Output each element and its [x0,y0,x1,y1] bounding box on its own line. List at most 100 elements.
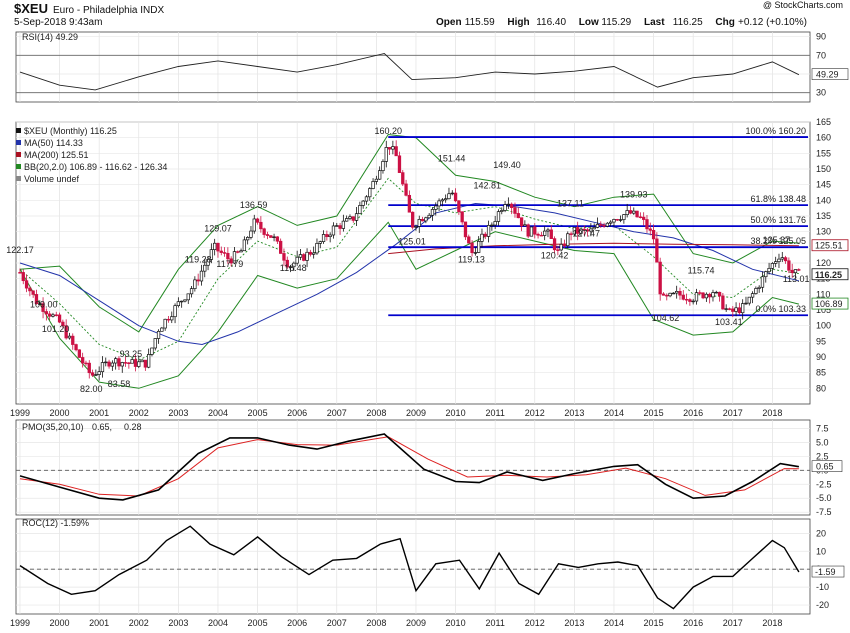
candle-body [770,263,775,269]
candle-body [203,264,207,272]
candle-body [486,224,491,237]
candle-body [391,146,395,150]
x-tick-label: 2002 [129,408,149,418]
candle-body [552,238,557,251]
candle-body [510,203,514,208]
price-right-label-box [811,268,849,281]
candle-body [189,288,194,295]
candle-body [750,293,755,298]
candle-body [61,321,65,327]
candle-body [150,347,154,355]
candle-body [500,210,504,212]
y-tick-label: 2.5 [816,451,829,461]
fib-level-label: 0.0% 103.33 [755,304,806,314]
candle-body [688,299,692,302]
x-tick-label: 2011 [485,408,504,418]
candle-body [176,301,181,307]
candle-body [701,292,705,299]
ma200-legend-swatch [16,152,21,157]
pmo-legend-label: PMO(35,20,10) [22,422,84,432]
candle-body [741,303,745,314]
price-annotation: 109.00 [30,299,58,309]
y-tick-label: -5.0 [816,493,832,503]
candle-body [321,234,326,242]
x-tick-label: 2004 [208,408,228,418]
candle-body [21,272,25,282]
x-tick-label: 2009 [406,408,426,418]
candle-body [328,234,332,238]
candle-body [453,192,458,202]
candle-body [196,279,200,282]
x-tick-label: 2013 [564,618,584,628]
quote-value: 115.29 [601,17,631,28]
candle-body [523,224,527,227]
fib-level-label: 38.2% 125.05 [750,236,806,246]
x-tick-label: 2010 [446,618,466,628]
candle-body [582,228,586,231]
candle-body [717,291,722,297]
candle-body [734,307,738,312]
y-tick-label: 130 [816,227,831,237]
candle-body [24,280,29,289]
candle-body [691,300,695,303]
rsi-last-value-box [811,68,849,80]
candle-body [529,226,534,237]
candle-body [539,234,544,237]
candle-body [216,242,220,252]
price-legend: $XEU (Monthly) 116.25 MA(50) 114.33 MA(2… [16,126,167,184]
price-annotation: 115.74 [688,265,715,275]
candle-body [186,293,190,301]
price-right-label: 116.25 [815,270,842,280]
candle-body [609,221,613,224]
pmo-last-value-box [811,460,843,472]
candle-body [90,372,95,376]
x-axis-bottom: 1999 2000 2001 2002 2003 2004 2005 2006 2007 2008… [10,618,782,628]
y-tick-label: 140 [816,195,831,205]
candle-body [585,229,590,232]
candle-body [407,194,412,213]
candle-body [387,147,392,150]
candle-body [153,338,157,349]
candle-body [470,242,474,254]
price-annotation: 129.07 [204,224,232,234]
candle-body [460,211,464,223]
candle-body [404,183,408,196]
candle-body [618,219,623,221]
volume-legend-swatch [16,176,21,181]
price-annotation: 125.37 [763,235,791,245]
x-tick-label: 2006 [287,618,307,628]
candle-body [440,199,445,202]
price-annotation: 137.11 [557,198,584,208]
candle-body [67,335,72,339]
bb-legend-text: BB(20,2.0) 106.89 - 116.62 - 126.34 [24,162,167,172]
ma50-line [19,202,800,346]
candle-body [589,228,593,232]
price-annotation: 120.42 [541,251,569,261]
y-tick-label: 7.5 [816,423,829,433]
candle-body [107,361,111,367]
candle-body [787,260,791,271]
y-tick-label: 120 [816,258,831,268]
candle-body [84,362,88,365]
price-legend-swatch [16,128,21,133]
y-tick-label: 145 [816,180,831,190]
candle-body [249,230,253,238]
quote-value: 115.59 [465,17,495,28]
candle-body [18,272,22,274]
candle-body [533,226,537,235]
fib-level-label: 100.0% 160.20 [745,126,806,136]
x-tick-label: 2008 [366,408,386,418]
candle-body [658,261,662,295]
candle-body [87,362,91,374]
candle-body [708,293,712,298]
candle-body [434,205,438,210]
candle-body [463,221,468,238]
quote-value: 116.25 [673,17,703,28]
rsi-panel: 9070503049.29 [15,31,849,103]
y-tick-label: 90 [816,352,826,362]
candle-body [166,318,171,321]
x-tick-label: 2002 [129,618,149,628]
x-tick-label: 2013 [564,408,584,418]
candle-body [777,258,781,262]
price-annotation: 113.01 [783,274,810,284]
